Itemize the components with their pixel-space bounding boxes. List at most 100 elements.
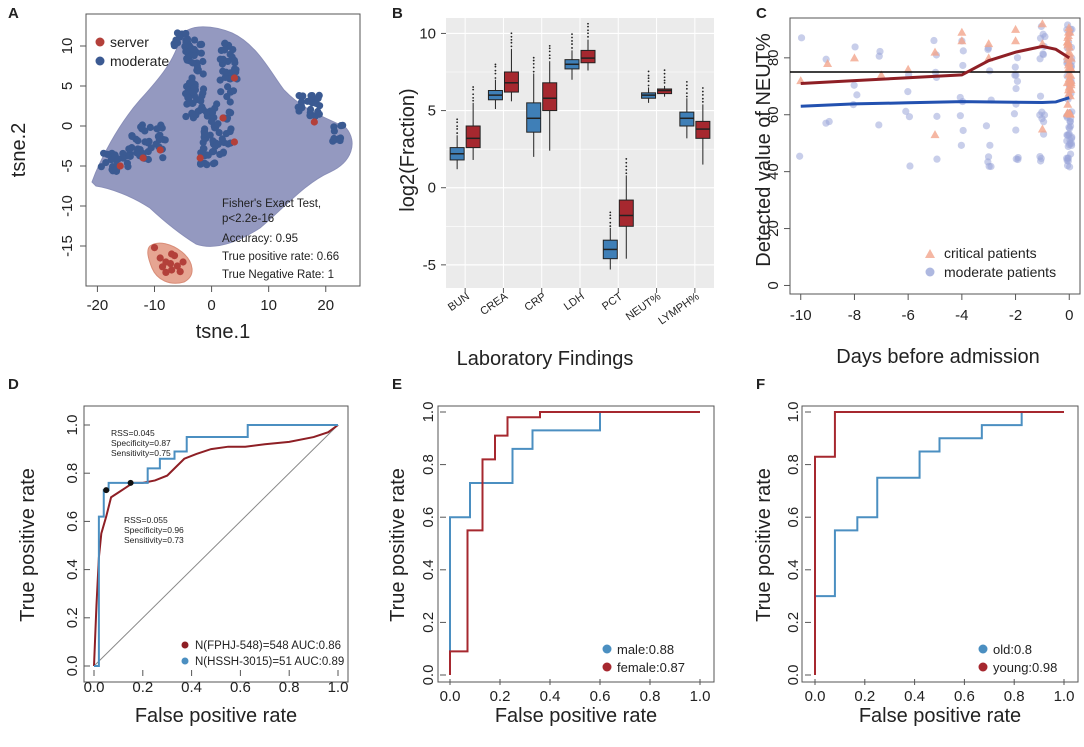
d-legend-blue-label: N(HSSH-3015)=51 AUC:0.89 xyxy=(195,656,344,668)
box-outlier xyxy=(494,63,497,66)
panel-f-xlabel: False positive rate xyxy=(859,705,1021,727)
tsne-point-moderate xyxy=(200,128,208,136)
box-critical xyxy=(542,82,558,112)
box-outlier xyxy=(571,47,573,49)
box-outlier xyxy=(532,66,535,69)
box-outlier xyxy=(609,217,612,220)
panel-e-frame xyxy=(437,405,715,683)
tsne-point-moderate xyxy=(217,88,225,96)
tsne-point-moderate xyxy=(227,125,235,133)
neut-point-moderate xyxy=(902,107,910,115)
x-tick-label: LDH xyxy=(562,291,587,313)
box-outlier xyxy=(663,72,666,75)
neut-point-moderate xyxy=(986,141,994,149)
neut-point-critical xyxy=(1063,60,1073,69)
box-critical xyxy=(503,71,519,93)
box-outlier xyxy=(472,86,475,88)
tsne-point-server xyxy=(166,260,175,268)
box-outlier xyxy=(494,77,497,79)
neut-point-moderate xyxy=(825,117,833,126)
neut-point-critical xyxy=(984,39,994,48)
box-outlier xyxy=(625,169,628,171)
f-legend-old-label: old:0.8 xyxy=(993,642,1032,657)
neut-point-critical xyxy=(957,27,967,36)
neut-point-moderate xyxy=(959,61,967,70)
y-tick-label: 0 xyxy=(59,122,76,130)
box-outlier xyxy=(609,221,612,224)
box-outlier xyxy=(685,87,688,90)
x-tick-label: 0.4 xyxy=(181,679,202,696)
tsne-point-server xyxy=(230,74,239,82)
box-outlier xyxy=(587,22,589,25)
box-outlier xyxy=(532,56,535,59)
x-tick-label: 1.0 xyxy=(1054,688,1075,705)
tsne-point-moderate xyxy=(155,136,163,144)
tsne-point-server xyxy=(170,252,179,260)
y-tick-label: -15 xyxy=(59,235,76,257)
box-outlier xyxy=(701,87,704,89)
panel-a-xlabel: tsne.1 xyxy=(196,321,250,343)
tsne-point-moderate xyxy=(184,94,192,102)
neut-point-critical xyxy=(1064,23,1074,32)
neut-point-moderate xyxy=(1010,110,1019,118)
tsne-point-moderate xyxy=(125,145,133,153)
neut-point-moderate xyxy=(956,93,964,102)
box-outlier xyxy=(548,44,551,47)
tsne-point-moderate xyxy=(161,136,169,144)
legend-moderate-marker xyxy=(95,56,105,66)
tsne-point-moderate xyxy=(133,149,141,157)
d-legend-red-label: N(FPHJ-548)=548 AUC:0.86 xyxy=(195,640,341,652)
x-tick-label: CREA xyxy=(478,290,510,318)
x-tick-label: 1.0 xyxy=(328,679,349,696)
neut-point-critical xyxy=(1066,53,1076,62)
tsne-point-moderate xyxy=(330,134,338,143)
e-legend-male-marker xyxy=(602,644,612,654)
f-legend-young-label: young:0.98 xyxy=(993,660,1057,675)
x-tick-label: -2 xyxy=(1009,307,1022,324)
box-outlier xyxy=(587,25,589,28)
box-outlier xyxy=(571,33,573,36)
y-tick-label: 20 xyxy=(765,220,782,237)
box-moderate xyxy=(526,102,542,133)
tsne-point-moderate xyxy=(182,29,190,38)
tsne-point-moderate xyxy=(222,130,230,138)
neut-point-critical xyxy=(930,130,940,139)
x-tick-label: 20 xyxy=(317,297,334,314)
tsne-point-server xyxy=(196,154,204,162)
box-outlier xyxy=(625,158,628,160)
x-tick-label: CRP xyxy=(523,291,549,314)
panel-b-xlabel: Laboratory Findings xyxy=(457,348,634,370)
tsne-point-moderate xyxy=(190,84,198,92)
panel-e-label: E xyxy=(392,376,402,393)
tsne-point-moderate xyxy=(224,140,232,148)
y-tick-label: 0.8 xyxy=(64,463,81,484)
box-critical xyxy=(618,199,634,227)
y-tick-label: 0 xyxy=(765,281,782,289)
neut-point-moderate xyxy=(851,43,859,51)
box-outlier xyxy=(456,118,459,121)
tsne-point-moderate xyxy=(220,46,229,54)
neut-point-critical xyxy=(1063,31,1073,40)
neut-point-moderate xyxy=(984,153,993,161)
box-outlier xyxy=(532,62,535,65)
neut-point-moderate xyxy=(797,34,806,42)
roc-curve xyxy=(449,411,700,675)
neut-point-moderate xyxy=(1039,50,1047,59)
box-outlier xyxy=(609,211,612,214)
x-tick-label: -10 xyxy=(144,297,166,314)
legend-critical-marker xyxy=(925,249,935,258)
y-tick-label: 10 xyxy=(419,25,436,42)
neut-point-critical xyxy=(903,64,913,73)
box-outlier xyxy=(663,69,666,72)
neut-point-moderate xyxy=(1011,71,1019,79)
panel-b-ylabel: log2(Fraction) xyxy=(397,88,419,211)
x-tick-label: 0.2 xyxy=(854,688,875,705)
x-tick-label: 10 xyxy=(260,297,277,314)
tsne-point-moderate xyxy=(196,160,205,168)
tsne-point-moderate xyxy=(295,107,303,115)
neut-point-critical xyxy=(823,59,833,68)
neut-point-moderate xyxy=(959,126,967,135)
tsne-point-moderate xyxy=(153,125,161,133)
panel-e-ylabel: True positive rate xyxy=(387,468,409,622)
x-tick-label: -20 xyxy=(87,297,109,314)
